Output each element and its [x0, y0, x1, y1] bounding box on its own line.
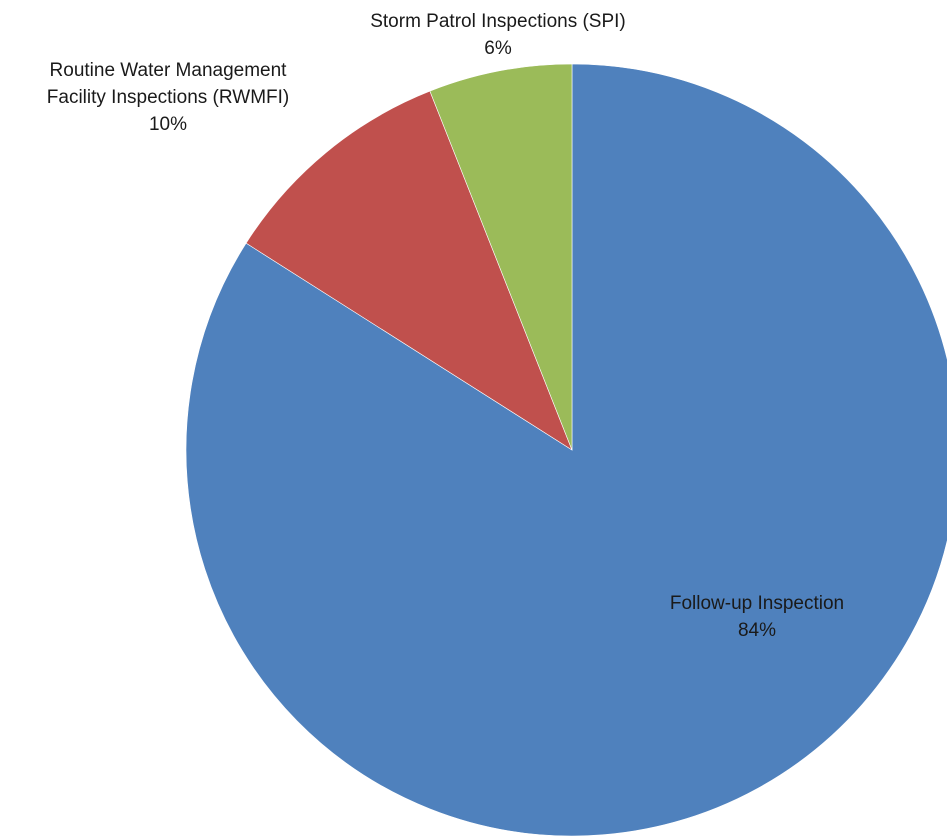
- data-label-percent: 10%: [149, 114, 187, 135]
- data-label-storm-patrol-inspections-spi: Storm Patrol Inspections (SPI) 6%: [370, 11, 626, 59]
- pie-slice-routine-water-management-facility-inspections-rwmfi: [245, 90, 573, 451]
- data-label-category: Storm Patrol Inspections (SPI): [370, 11, 626, 32]
- labels-layer: Follow-up Inspection 84% Routine Water Man…: [47, 11, 844, 641]
- data-label-follow-up-inspection: Follow-up Inspection 84%: [670, 593, 844, 641]
- pie-slice-follow-up-inspection: [185, 63, 947, 837]
- data-label-percent: 6%: [484, 38, 512, 59]
- data-label-percent: 84%: [738, 620, 776, 641]
- data-label-category: Follow-up Inspection: [670, 593, 844, 614]
- data-label-routine-water-management-facility-inspections-rwmfi: Routine Water Management Facility Inspect…: [47, 60, 289, 135]
- data-label-category: Routine Water Management: [50, 60, 288, 81]
- slices-layer: [185, 63, 947, 837]
- data-label-category: Facility Inspections (RWMFI): [47, 87, 289, 108]
- pie-slice-storm-patrol-inspections-spi: [429, 63, 573, 451]
